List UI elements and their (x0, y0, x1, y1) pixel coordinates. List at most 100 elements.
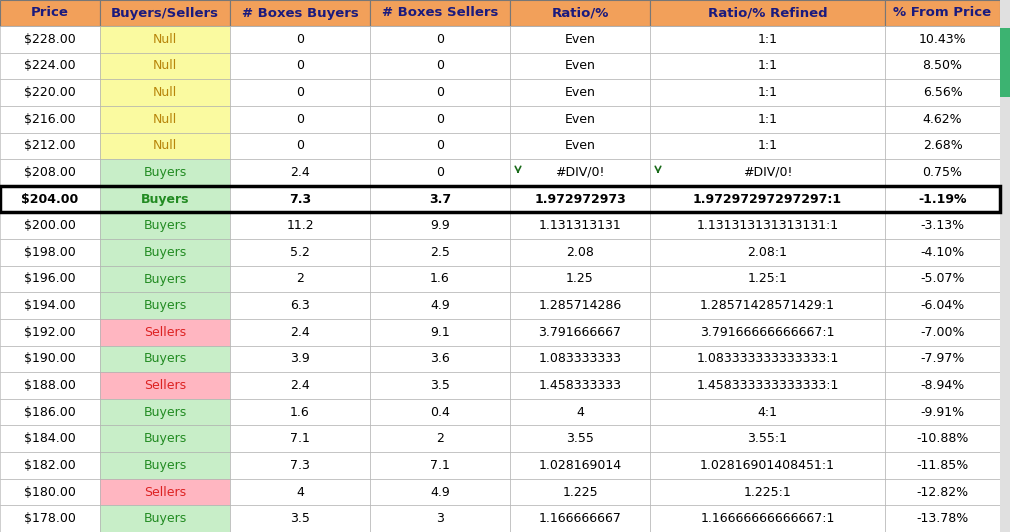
Bar (650, 426, 885, 452)
Bar (100, 505, 230, 532)
Text: $180.00: $180.00 (24, 486, 76, 498)
Bar (885, 132, 1000, 159)
Bar (230, 79, 370, 106)
Bar (885, 0, 1000, 26)
Bar (0, 212, 100, 239)
Bar (510, 479, 650, 505)
Bar (510, 505, 650, 532)
Text: $178.00: $178.00 (24, 512, 76, 525)
Bar (650, 53, 885, 79)
Bar (510, 132, 650, 159)
Bar (370, 372, 510, 399)
Text: 2.08: 2.08 (566, 246, 594, 259)
Bar (510, 426, 650, 452)
Text: $196.00: $196.00 (25, 272, 76, 286)
Bar (650, 265, 885, 292)
Bar (100, 346, 230, 372)
Text: 2.4: 2.4 (290, 326, 310, 339)
Bar (0, 505, 100, 532)
Bar (230, 186, 370, 212)
Bar (100, 239, 230, 265)
Bar (0, 346, 100, 372)
Text: 1:1: 1:1 (758, 60, 777, 72)
Text: -9.91%: -9.91% (921, 406, 965, 419)
Text: 2.08:1: 2.08:1 (748, 246, 787, 259)
Bar (510, 106, 650, 132)
Bar (0, 53, 100, 79)
Text: 0: 0 (296, 113, 304, 126)
Bar (510, 79, 650, 106)
Bar (885, 319, 1000, 346)
Bar (230, 132, 370, 159)
Text: 2: 2 (436, 433, 444, 445)
Bar (885, 186, 1000, 212)
Text: Null: Null (153, 139, 177, 152)
Text: 0: 0 (436, 113, 444, 126)
Bar (370, 26, 510, 53)
Bar (885, 505, 1000, 532)
Bar (510, 212, 650, 239)
Text: 1.6: 1.6 (430, 272, 450, 286)
Text: 1:1: 1:1 (758, 139, 777, 152)
Bar (100, 132, 230, 159)
Bar (370, 292, 510, 319)
Bar (650, 132, 885, 159)
Text: 1.16666666666667:1: 1.16666666666667:1 (700, 512, 835, 525)
Text: 2.4: 2.4 (290, 166, 310, 179)
Bar (230, 53, 370, 79)
Bar (885, 159, 1000, 186)
Bar (510, 265, 650, 292)
Text: 4: 4 (577, 406, 584, 419)
Text: 2.68%: 2.68% (923, 139, 963, 152)
Bar (230, 319, 370, 346)
Text: Null: Null (153, 33, 177, 46)
Text: 0: 0 (436, 33, 444, 46)
Text: 3.55: 3.55 (566, 433, 594, 445)
Bar (650, 106, 885, 132)
Bar (885, 452, 1000, 479)
Text: 1.02816901408451:1: 1.02816901408451:1 (700, 459, 835, 472)
Bar (370, 0, 510, 26)
Bar (0, 479, 100, 505)
Text: 1.083333333: 1.083333333 (539, 352, 622, 365)
Text: Buyers: Buyers (143, 352, 186, 365)
Text: $186.00: $186.00 (25, 406, 76, 419)
Text: #DIV/0!: #DIV/0! (555, 166, 605, 179)
Bar (100, 212, 230, 239)
Bar (100, 53, 230, 79)
Bar (100, 106, 230, 132)
Text: -8.94%: -8.94% (921, 379, 965, 392)
Bar (370, 479, 510, 505)
Text: Null: Null (153, 113, 177, 126)
Bar (885, 53, 1000, 79)
Text: # Boxes Buyers: # Boxes Buyers (242, 6, 358, 20)
Bar (100, 159, 230, 186)
Text: $228.00: $228.00 (25, 33, 76, 46)
Text: Sellers: Sellers (144, 326, 186, 339)
Text: 2: 2 (296, 272, 304, 286)
Text: 0: 0 (296, 86, 304, 99)
Text: 3.5: 3.5 (290, 512, 310, 525)
Text: Ratio/%: Ratio/% (551, 6, 608, 20)
Text: 1.083333333333333:1: 1.083333333333333:1 (696, 352, 839, 365)
Text: 1.225:1: 1.225:1 (743, 486, 792, 498)
Text: $212.00: $212.00 (25, 139, 76, 152)
Text: Even: Even (564, 139, 595, 152)
Text: 3.55:1: 3.55:1 (748, 433, 787, 445)
Text: -7.97%: -7.97% (921, 352, 965, 365)
Text: -7.00%: -7.00% (921, 326, 965, 339)
Text: 8.50%: 8.50% (923, 60, 963, 72)
Bar (370, 399, 510, 426)
Text: Buyers: Buyers (143, 512, 186, 525)
Bar (370, 265, 510, 292)
Text: 1:1: 1:1 (758, 33, 777, 46)
Text: 4.9: 4.9 (430, 486, 450, 498)
Text: 7.1: 7.1 (290, 433, 310, 445)
Text: 0: 0 (436, 166, 444, 179)
Text: 1.458333333333333:1: 1.458333333333333:1 (696, 379, 839, 392)
Text: % From Price: % From Price (893, 6, 991, 20)
Text: 5.2: 5.2 (290, 246, 310, 259)
Text: $208.00: $208.00 (24, 166, 76, 179)
Text: $198.00: $198.00 (25, 246, 76, 259)
Bar (650, 26, 885, 53)
